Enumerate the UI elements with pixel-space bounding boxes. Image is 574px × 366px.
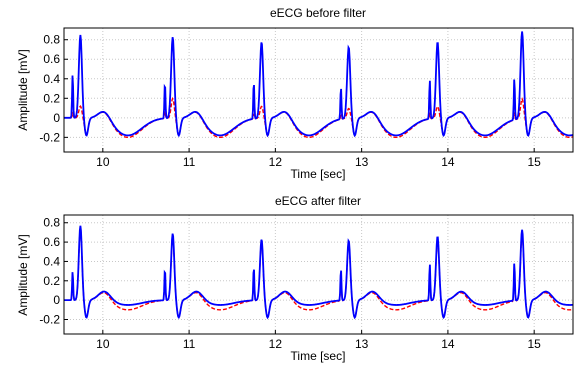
y-tick-label: 0.2 <box>43 91 60 105</box>
x-tick-label: 13 <box>355 155 369 169</box>
series-line-blue <box>64 225 574 320</box>
x-tick-label: 14 <box>441 155 455 169</box>
y-axis-label: Amplitude [mV] <box>16 234 30 315</box>
x-axis-label: Time [sec] <box>291 349 346 363</box>
y-tick-label: 0.4 <box>43 72 60 86</box>
y-tick-label: 0.8 <box>43 216 60 230</box>
y-tick-label: 0.2 <box>43 274 60 288</box>
x-tick-label: 15 <box>527 155 541 169</box>
grid <box>64 215 573 334</box>
y-tick-label: 0.6 <box>43 52 60 66</box>
series-group <box>64 225 574 320</box>
series-line-red <box>64 227 574 319</box>
axis-ticks: 10 11 12 13 14 15 -0.2 0 0.2 0.4 0.6 0.8 <box>39 33 541 169</box>
axis-ticks: 10 11 12 13 14 15 -0.2 0 0.2 0.4 0.6 0.8 <box>39 216 541 351</box>
x-tick-label: 15 <box>527 337 541 351</box>
y-tick-label: 0.8 <box>43 33 60 47</box>
x-tick-label: 11 <box>183 155 196 169</box>
plot-area <box>64 215 573 334</box>
chart-title: eECG before filter <box>270 6 366 20</box>
plot-frame <box>63 27 574 153</box>
chart-before-filter: eECG before filter 10 11 12 13 14 15 -0.2 0 0.2 0… <box>16 6 574 181</box>
y-tick-label: 0 <box>53 111 60 125</box>
series-line-blue <box>64 31 574 138</box>
x-tick-label: 12 <box>269 337 283 351</box>
x-tick-label: 11 <box>183 337 196 351</box>
x-tick-label: 12 <box>269 155 283 169</box>
x-tick-label: 14 <box>441 337 455 351</box>
x-tick-label: 13 <box>355 337 369 351</box>
y-tick-label: 0 <box>53 293 60 307</box>
y-tick-label: 0.4 <box>43 254 60 268</box>
y-tick-label: 0.6 <box>43 235 60 249</box>
x-tick-label: 10 <box>96 155 110 169</box>
y-tick-label: -0.2 <box>39 130 60 144</box>
chart-title: eECG after filter <box>275 194 361 208</box>
x-tick-label: 10 <box>96 337 110 351</box>
chart-after-filter: eECG after filter 10 11 12 13 14 15 -0.2 0 0.2 0.… <box>16 194 574 363</box>
y-tick-label: -0.2 <box>39 312 60 326</box>
x-axis-label: Time [sec] <box>291 167 346 181</box>
grid <box>64 28 573 152</box>
plot-frame <box>63 214 574 335</box>
series-group <box>64 31 574 139</box>
series-line-red <box>64 96 574 139</box>
y-axis-label: Amplitude [mV] <box>16 49 30 130</box>
